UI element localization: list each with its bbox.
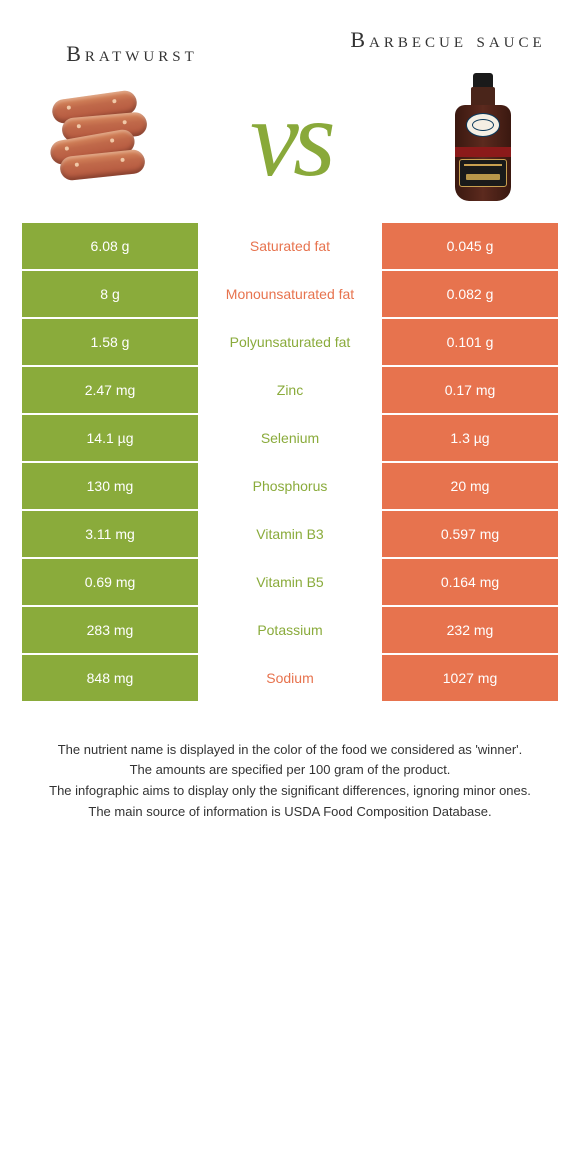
- table-row: 8 gMonounsaturated fat0.082 g: [22, 271, 558, 317]
- value-left: 130 mg: [22, 463, 198, 509]
- value-right: 0.597 mg: [382, 511, 558, 557]
- table-row: 130 mgPhosphorus20 mg: [22, 463, 558, 509]
- nutrient-label: Selenium: [198, 415, 382, 461]
- nutrient-label: Phosphorus: [198, 463, 382, 509]
- value-right: 1.3 µg: [382, 415, 558, 461]
- nutrient-label: Polyunsaturated fat: [198, 319, 382, 365]
- vs-label: vs: [250, 83, 330, 193]
- footer-line: The main source of information is USDA F…: [34, 803, 546, 822]
- footer-line: The amounts are specified per 100 gram o…: [34, 761, 546, 780]
- table-row: 848 mgSodium1027 mg: [22, 655, 558, 701]
- food-image-right: [408, 78, 558, 198]
- food-image-left: [22, 78, 172, 198]
- table-row: 283 mgPotassium232 mg: [22, 607, 558, 653]
- nutrient-label: Vitamin B3: [198, 511, 382, 557]
- title-right: Barbecue sauce: [338, 20, 558, 54]
- value-right: 0.082 g: [382, 271, 558, 317]
- value-left: 3.11 mg: [22, 511, 198, 557]
- nutrient-label: Monounsaturated fat: [198, 271, 382, 317]
- footer-line: The nutrient name is displayed in the co…: [34, 741, 546, 760]
- bbq-sauce-icon: [455, 73, 511, 203]
- value-left: 283 mg: [22, 607, 198, 653]
- table-row: 0.69 mgVitamin B50.164 mg: [22, 559, 558, 605]
- value-left: 8 g: [22, 271, 198, 317]
- footer-notes: The nutrient name is displayed in the co…: [22, 741, 558, 822]
- nutrient-table: 6.08 gSaturated fat0.045 g8 gMonounsatur…: [22, 223, 558, 701]
- value-left: 14.1 µg: [22, 415, 198, 461]
- footer-line: The infographic aims to display only the…: [34, 782, 546, 801]
- title-row: Bratwurst Barbecue sauce: [22, 20, 558, 68]
- value-right: 0.164 mg: [382, 559, 558, 605]
- bratwurst-icon: [42, 93, 152, 183]
- table-row: 14.1 µgSelenium1.3 µg: [22, 415, 558, 461]
- value-right: 1027 mg: [382, 655, 558, 701]
- value-left: 6.08 g: [22, 223, 198, 269]
- value-right: 0.101 g: [382, 319, 558, 365]
- value-right: 232 mg: [382, 607, 558, 653]
- image-row: vs: [22, 78, 558, 198]
- nutrient-label: Potassium: [198, 607, 382, 653]
- nutrient-label: Zinc: [198, 367, 382, 413]
- table-row: 2.47 mgZinc0.17 mg: [22, 367, 558, 413]
- value-right: 0.17 mg: [382, 367, 558, 413]
- title-left: Bratwurst: [22, 20, 242, 68]
- nutrient-label: Sodium: [198, 655, 382, 701]
- value-left: 848 mg: [22, 655, 198, 701]
- table-row: 3.11 mgVitamin B30.597 mg: [22, 511, 558, 557]
- table-row: 1.58 gPolyunsaturated fat0.101 g: [22, 319, 558, 365]
- comparison-infographic: Bratwurst Barbecue sauce vs 6.08 gSatura…: [0, 0, 580, 822]
- value-right: 20 mg: [382, 463, 558, 509]
- value-right: 0.045 g: [382, 223, 558, 269]
- table-row: 6.08 gSaturated fat0.045 g: [22, 223, 558, 269]
- value-left: 2.47 mg: [22, 367, 198, 413]
- value-left: 0.69 mg: [22, 559, 198, 605]
- value-left: 1.58 g: [22, 319, 198, 365]
- nutrient-label: Saturated fat: [198, 223, 382, 269]
- nutrient-label: Vitamin B5: [198, 559, 382, 605]
